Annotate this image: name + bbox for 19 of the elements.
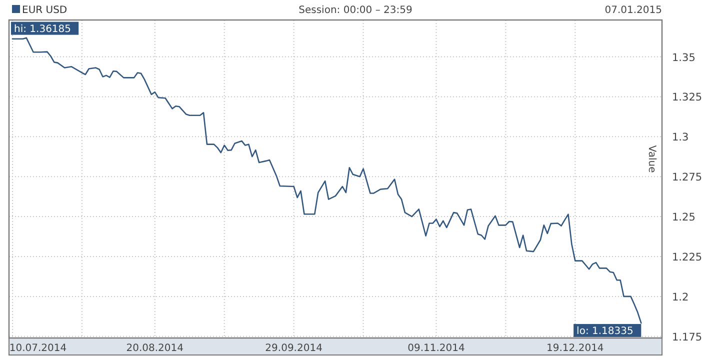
y-axis-title: Value	[646, 145, 657, 173]
x-tick-label: 20.08.2014	[126, 343, 184, 354]
y-tick-label: 1.35	[672, 52, 696, 64]
y-tick-label: 1.275	[672, 172, 702, 184]
chart-subtitle: Session: 00:00 – 23:59	[298, 5, 412, 16]
x-tick-label: 09.11.2014	[408, 343, 465, 354]
y-tick-label: 1.225	[672, 252, 702, 264]
annotation: lo: 1.18335	[576, 326, 634, 337]
y-tick-label: 1.325	[672, 92, 702, 104]
y-tick-label: 1.2	[672, 291, 689, 304]
annotation: hi: 1.36185	[14, 24, 72, 35]
y-tick-label: 1.3	[672, 132, 689, 144]
y-tick-label: 1.175	[672, 331, 702, 344]
x-tick-label: 29.09.2014	[265, 343, 322, 354]
y-tick-label: 1.25	[672, 212, 696, 224]
x-tick-label: 19.12.2014	[546, 343, 604, 354]
x-tick-label: 10.07.2014	[9, 343, 67, 354]
legend-label: EUR USD	[22, 5, 68, 16]
text: 07.01.2015	[604, 5, 662, 16]
